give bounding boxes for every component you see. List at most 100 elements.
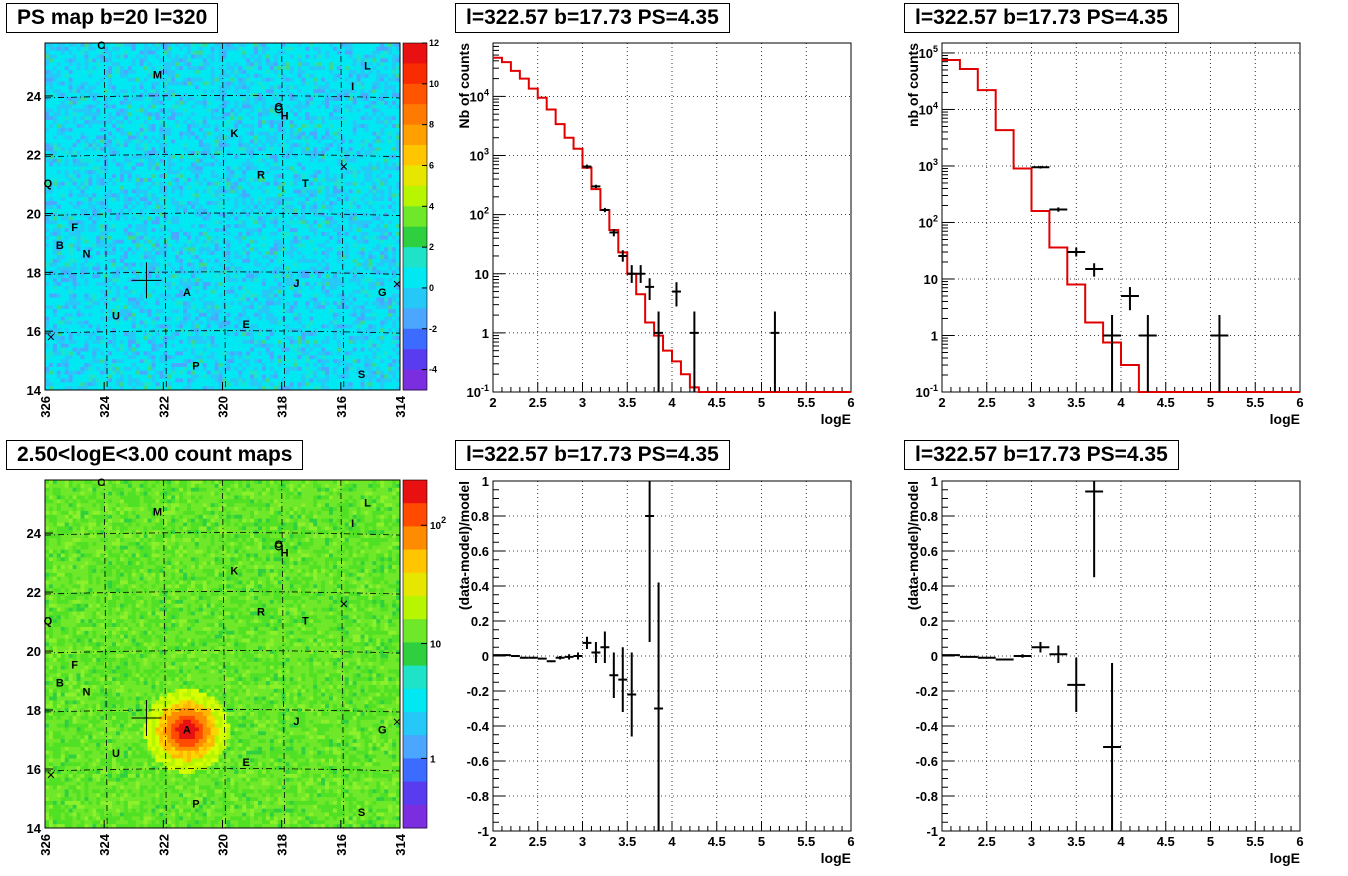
heatmap-cell <box>119 197 125 202</box>
heatmap-cell <box>250 309 255 314</box>
heatmap-cell <box>147 243 152 248</box>
heatmap-cell <box>64 185 69 190</box>
heatmap-cell <box>45 247 50 252</box>
heatmap-cell <box>64 228 69 233</box>
heatmap-cell <box>139 181 144 186</box>
heatmap-cell <box>159 293 164 298</box>
heatmap-cell <box>159 332 164 337</box>
heatmap-cell <box>222 58 227 63</box>
heatmap-cell <box>183 174 188 179</box>
heatmap-cell <box>214 228 219 233</box>
heatmap-cell <box>214 166 219 171</box>
heatmap-cell <box>112 197 117 202</box>
heatmap-cell <box>45 174 50 179</box>
heatmap-cell <box>45 204 50 210</box>
heatmap-cell <box>187 208 192 213</box>
heatmap-cell <box>226 239 231 244</box>
heatmap-cell <box>48 386 54 391</box>
heatmap-cell <box>48 231 54 237</box>
heatmap-cell <box>175 69 180 75</box>
heatmap-cell <box>60 108 66 113</box>
heatmap-cell <box>194 177 200 183</box>
heatmap-cell <box>222 374 227 379</box>
heatmap-cell <box>155 243 160 248</box>
heatmap-cell <box>119 278 125 283</box>
heatmap-cell <box>242 46 247 52</box>
heatmap-cell <box>222 73 227 78</box>
heatmap-cell <box>194 266 200 271</box>
heatmap-cell <box>171 320 176 325</box>
heatmap-cell <box>60 85 66 90</box>
heatmap-cell <box>246 312 251 318</box>
heatmap-cell <box>135 251 140 256</box>
heatmap-cell <box>155 235 160 240</box>
heatmap-cell <box>183 77 188 82</box>
heatmap-cell <box>64 255 69 260</box>
heatmap-cell <box>92 127 97 132</box>
heatmap-cell <box>116 278 121 283</box>
heatmap-cell <box>119 43 125 48</box>
heatmap-cell <box>143 324 148 329</box>
heatmap-cell <box>258 282 263 287</box>
heatmap-cell <box>104 108 109 113</box>
heatmap-cell <box>68 312 73 318</box>
heatmap-cell <box>131 239 137 244</box>
heatmap-cell <box>64 386 69 391</box>
heatmap-cell <box>190 258 196 264</box>
heatmap-cell <box>242 104 247 109</box>
heatmap-cell <box>242 174 247 179</box>
heatmap-cell <box>187 116 192 121</box>
heatmap-cell <box>214 139 219 144</box>
heatmap-cell <box>56 309 62 314</box>
heatmap-cell <box>139 170 144 175</box>
heatmap-cell <box>194 127 200 132</box>
heatmap-cell <box>214 386 219 391</box>
heatmap-cell <box>179 359 184 364</box>
heatmap-cell <box>258 378 263 383</box>
heatmap-cell <box>52 289 58 294</box>
heatmap-cell <box>48 251 54 256</box>
heatmap-cell <box>127 93 133 98</box>
heatmap-cell <box>100 81 105 86</box>
heatmap-cell <box>214 50 219 55</box>
heatmap-cell <box>242 266 247 271</box>
heatmap-cell <box>210 251 215 256</box>
heatmap-cell <box>131 312 137 318</box>
heatmap-cell <box>187 282 192 287</box>
heatmap-cell <box>116 150 121 156</box>
heatmap-cell <box>183 366 188 372</box>
heatmap-cell <box>151 347 156 352</box>
heatmap-cell <box>254 251 259 256</box>
heatmap-cell <box>214 316 219 321</box>
heatmap-cell <box>183 166 188 171</box>
heatmap-cell <box>171 247 176 252</box>
heatmap-cell <box>183 235 188 240</box>
heatmap-cell <box>202 320 208 325</box>
heatmap-cell <box>246 243 251 248</box>
heatmap-cell <box>210 235 215 240</box>
heatmap-cell <box>230 239 235 244</box>
heatmap-cell <box>234 386 239 391</box>
heatmap-cell <box>127 127 133 132</box>
heatmap-cell <box>45 89 50 94</box>
heatmap-cell <box>246 386 251 391</box>
heatmap-cell <box>104 62 109 67</box>
heatmap-cell <box>261 143 267 148</box>
heatmap-cell <box>159 201 164 206</box>
heatmap-cell <box>218 301 223 306</box>
heatmap-cell <box>72 46 77 52</box>
heatmap-cell <box>254 320 259 325</box>
heatmap-cell <box>88 154 93 159</box>
heatmap-cell <box>147 359 152 364</box>
heatmap-cell <box>234 212 239 217</box>
heatmap-cell <box>210 316 215 321</box>
heatmap-cell <box>151 378 156 383</box>
heatmap-cell <box>92 81 97 86</box>
heatmap-cell <box>187 316 192 321</box>
heatmap-cell <box>214 85 219 90</box>
heatmap-cell <box>226 147 231 152</box>
heatmap-cell <box>48 332 54 337</box>
heatmap-cell <box>151 301 156 306</box>
heatmap-cell <box>104 282 109 287</box>
heatmap-cell <box>131 143 137 148</box>
